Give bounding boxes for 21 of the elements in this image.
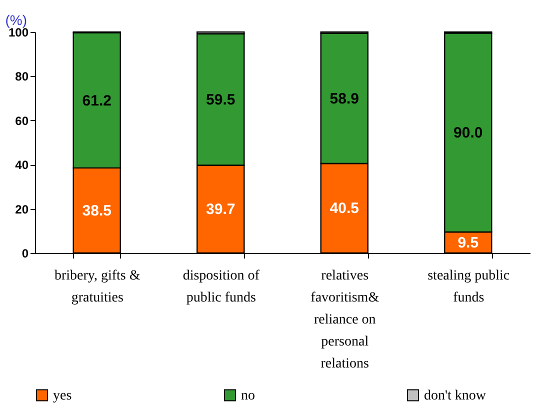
data-label: 40.5 (330, 200, 359, 218)
legend-label: no (241, 388, 255, 404)
x-tick-label: stealing public funds (428, 268, 510, 306)
y-tick-label: 80 (15, 70, 29, 84)
y-tick-label: 20 (15, 202, 29, 216)
data-label: 58.9 (330, 90, 359, 108)
x-tick-label: relatives favoritism& reliance on personal relations (310, 268, 380, 372)
data-label: 61.2 (82, 92, 112, 110)
data-label: 59.5 (206, 92, 236, 109)
data-label: 9.5 (458, 234, 479, 252)
y-tick-label: 40 (15, 158, 29, 172)
x-tick-label: bribery, gifts & gratuities (54, 268, 140, 306)
data-label: 38.5 (82, 202, 112, 220)
data-label: 90.0 (454, 124, 483, 142)
y-tick-label: 60 (15, 114, 29, 128)
y-axis-title: (%) (5, 12, 27, 28)
y-tick-label: 0 (22, 246, 29, 260)
legend-label: don't know (424, 388, 487, 404)
legend-label: yes (53, 388, 72, 404)
data-label: 39.7 (206, 201, 236, 218)
x-tick-label: disposition of public funds (182, 268, 260, 306)
